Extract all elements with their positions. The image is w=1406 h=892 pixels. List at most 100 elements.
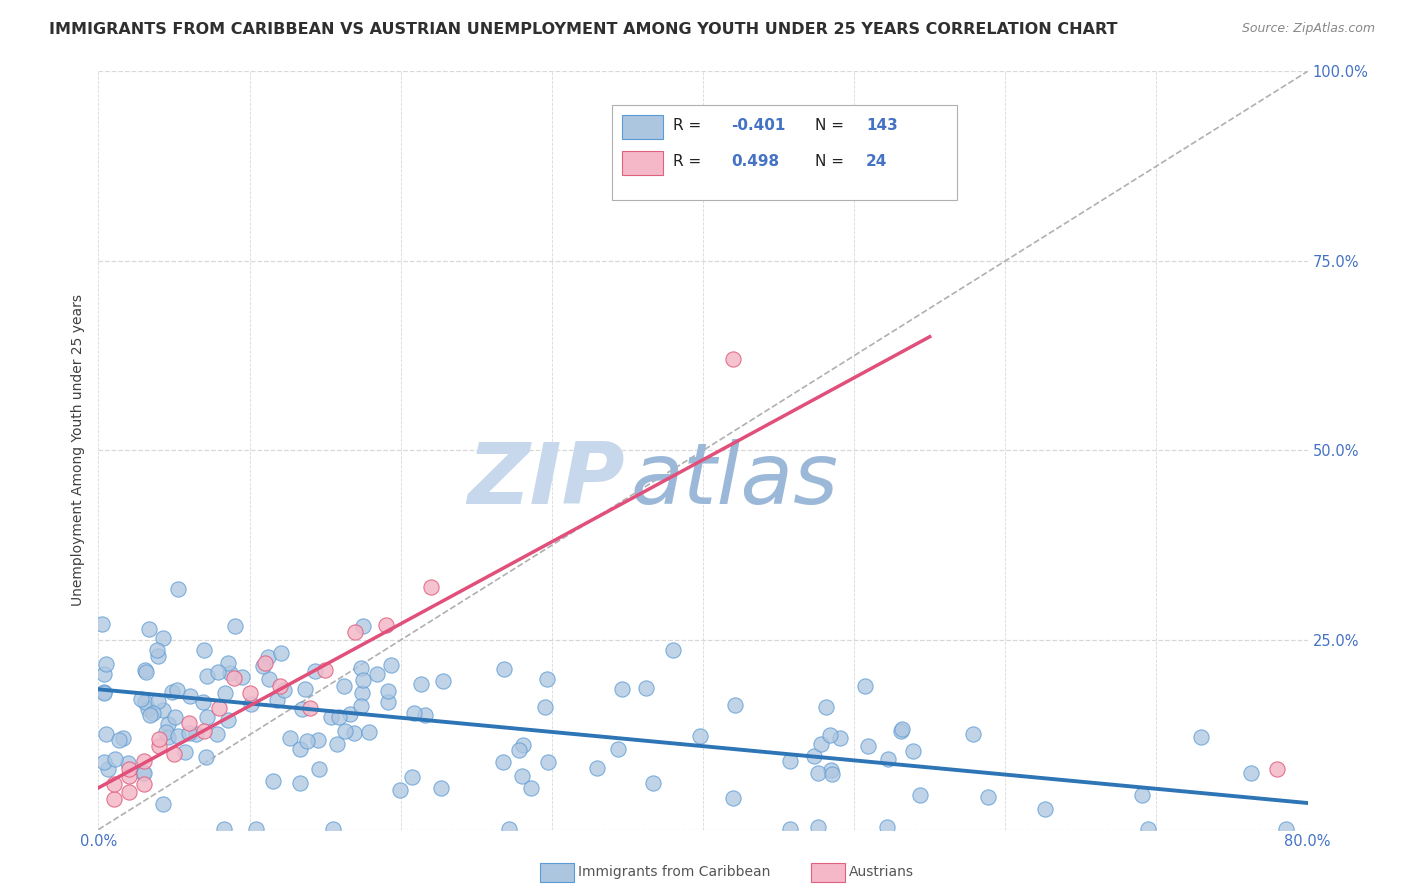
Point	[118, 769, 141, 784]
Point	[148, 739, 170, 753]
Point	[148, 731, 170, 746]
Point	[508, 743, 530, 757]
Point	[492, 662, 515, 676]
Text: Immigrants from Caribbean: Immigrants from Caribbean	[578, 865, 770, 880]
Point	[217, 656, 239, 670]
Point	[166, 682, 188, 697]
Point	[193, 643, 215, 657]
Point	[135, 665, 157, 680]
Point	[350, 686, 373, 700]
Point	[643, 775, 665, 789]
Point	[818, 728, 841, 742]
Point	[93, 686, 115, 700]
Point	[288, 776, 311, 790]
Point	[179, 716, 201, 731]
Point	[304, 664, 326, 678]
Text: -0.401: -0.401	[731, 118, 785, 133]
Point	[377, 695, 399, 709]
Point	[212, 822, 235, 836]
Point	[853, 679, 876, 693]
Point	[359, 724, 381, 739]
Point	[322, 822, 344, 836]
Point	[1137, 822, 1160, 836]
Point	[163, 710, 186, 724]
Point	[270, 646, 292, 660]
Point	[163, 747, 186, 761]
Point	[901, 744, 924, 758]
FancyBboxPatch shape	[621, 114, 664, 139]
Point	[821, 766, 844, 780]
Point	[134, 766, 156, 780]
Point	[166, 730, 188, 744]
Text: R =: R =	[672, 118, 706, 133]
Point	[118, 785, 141, 799]
Text: Austrians: Austrians	[849, 865, 914, 880]
Point	[129, 691, 152, 706]
Point	[269, 678, 291, 692]
Point	[321, 710, 343, 724]
Point	[291, 702, 314, 716]
Point	[297, 733, 319, 747]
Point	[240, 698, 263, 712]
Point	[205, 727, 228, 741]
Point	[93, 685, 115, 699]
Y-axis label: Unemployment Among Youth under 25 years: Unemployment Among Youth under 25 years	[72, 294, 86, 607]
Point	[118, 762, 141, 776]
Point	[103, 777, 125, 791]
Text: 0.498: 0.498	[731, 154, 779, 169]
Point	[262, 774, 284, 789]
Point	[828, 731, 851, 746]
Point	[810, 737, 832, 751]
Point	[352, 619, 374, 633]
Point	[179, 689, 201, 703]
Point	[138, 708, 160, 723]
Point	[314, 664, 336, 678]
Point	[136, 702, 159, 716]
Point	[177, 726, 200, 740]
Point	[184, 727, 207, 741]
Point	[91, 616, 114, 631]
FancyBboxPatch shape	[621, 151, 664, 175]
Point	[807, 820, 830, 834]
Point	[162, 685, 184, 699]
Point	[723, 352, 745, 367]
Point	[343, 726, 366, 740]
Point	[307, 732, 329, 747]
Point	[401, 770, 423, 784]
Point	[104, 752, 127, 766]
Point	[207, 665, 229, 680]
Point	[156, 730, 179, 744]
Point	[380, 657, 402, 672]
Point	[138, 623, 160, 637]
Point	[803, 749, 825, 764]
Point	[520, 781, 543, 796]
Point	[134, 695, 156, 709]
Point	[326, 738, 349, 752]
Point	[352, 673, 374, 688]
Point	[510, 768, 533, 782]
Point	[377, 683, 399, 698]
Point	[890, 724, 912, 739]
Text: N =: N =	[815, 118, 849, 133]
Point	[273, 682, 295, 697]
Text: ZIP: ZIP	[467, 439, 624, 523]
Point	[339, 706, 361, 721]
Point	[856, 739, 879, 754]
Point	[1275, 822, 1298, 836]
Point	[167, 582, 190, 597]
Point	[217, 713, 239, 727]
Point	[586, 761, 609, 775]
Point	[662, 642, 685, 657]
Point	[779, 754, 801, 768]
Point	[214, 686, 236, 700]
Point	[134, 663, 156, 677]
Point	[328, 710, 350, 724]
Point	[195, 710, 218, 724]
Point	[93, 667, 115, 681]
Point	[779, 822, 801, 836]
Point	[1267, 762, 1289, 776]
Text: 24: 24	[866, 154, 887, 169]
Point	[420, 580, 443, 594]
Point	[512, 738, 534, 752]
Point	[108, 733, 131, 747]
